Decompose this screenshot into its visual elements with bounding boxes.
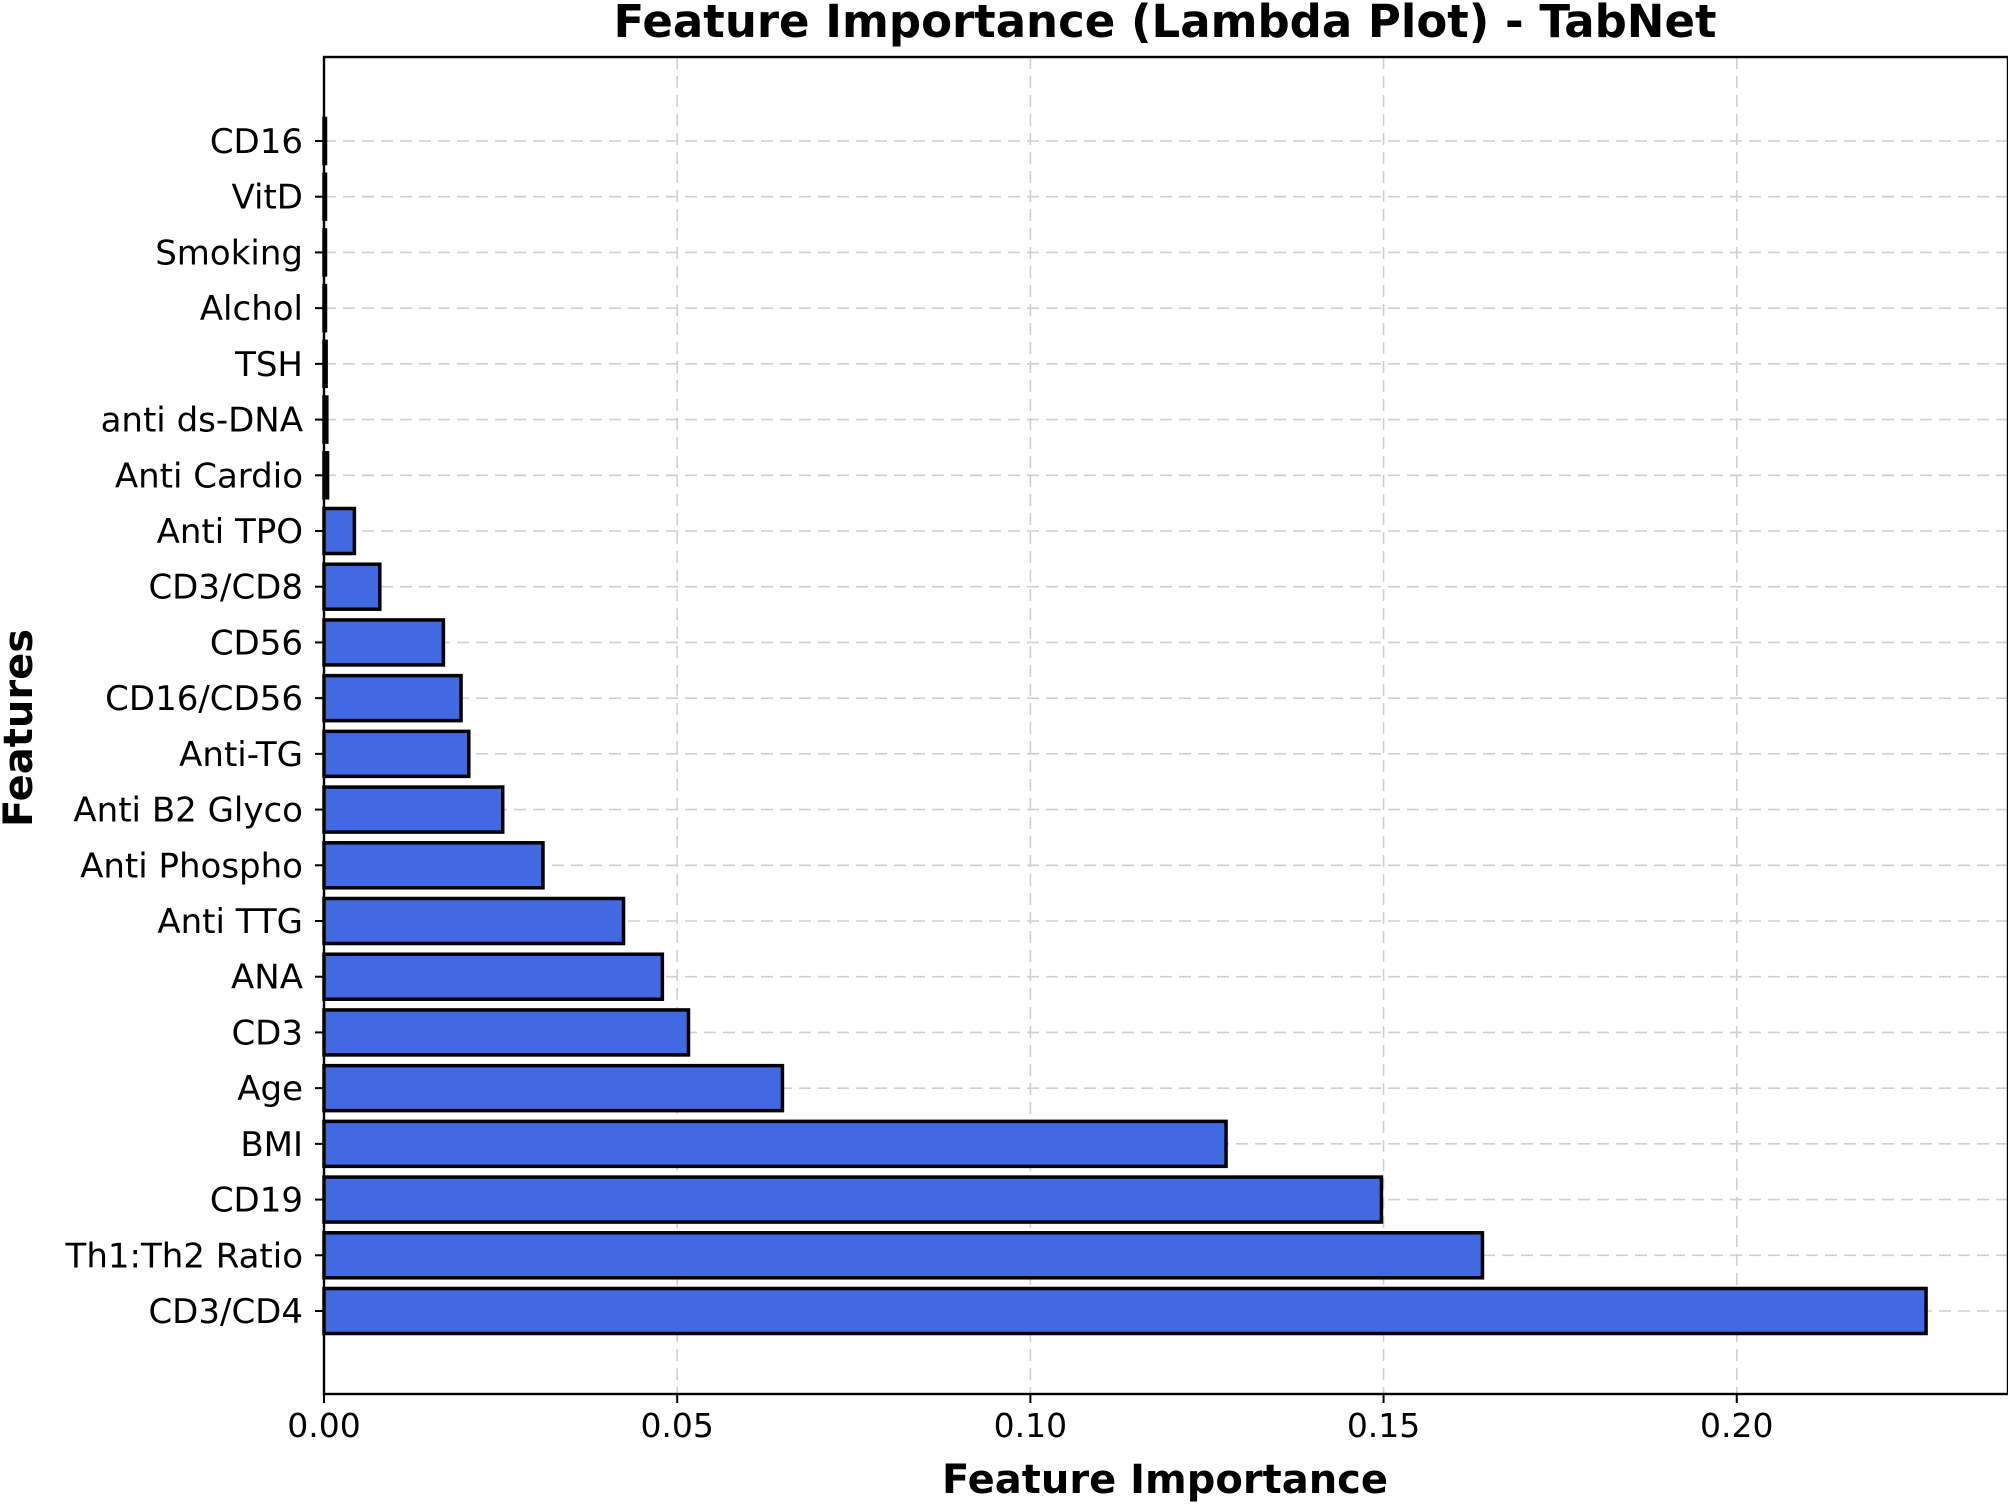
- bar-anti-b2-glyco: [322, 785, 505, 834]
- bar-anti-ttg: [322, 896, 626, 946]
- x-tick-label: 0.05: [640, 1406, 713, 1445]
- y-category-label: CD19: [210, 1181, 303, 1221]
- x-tick-label: 0.20: [1700, 1406, 1773, 1445]
- y-category-label: CD56: [210, 623, 303, 663]
- y-category-label: CD3: [231, 1013, 303, 1053]
- x-tick-label: 0.15: [1347, 1406, 1420, 1445]
- y-axis-categories: CD16 VitD Smoking Alchol TSH anti ds-DNA Anti …: [65, 122, 324, 1332]
- y-category-label: CD16: [210, 122, 303, 162]
- y-category-label: BMI: [240, 1125, 303, 1165]
- y-category-label: VitD: [232, 178, 303, 218]
- x-tick-label: 0.00: [287, 1406, 360, 1445]
- y-category-label: Anti Cardio: [115, 456, 303, 496]
- bar-cd16-cd56: [322, 673, 463, 723]
- bar-bmi: [322, 1119, 1228, 1169]
- y-category-label: Th1:Th2 Ratio: [65, 1236, 303, 1276]
- y-category-label: anti ds-DNA: [101, 401, 303, 441]
- bar-cd3-cd8: [322, 562, 382, 611]
- x-axis-ticks: 0.00 0.05 0.10 0.15 0.20: [287, 1394, 1773, 1445]
- bars: [322, 116, 1928, 1336]
- bar-cd3: [322, 1008, 691, 1057]
- y-category-label: CD3/CD8: [148, 568, 303, 608]
- y-category-label: Age: [237, 1069, 303, 1109]
- bar-anti-phospho: [322, 841, 545, 890]
- bar-anti-tg: [322, 729, 471, 779]
- x-axis-label: Feature Importance: [942, 1457, 1388, 1503]
- y-category-label: Anti B2 Glyco: [73, 791, 303, 831]
- y-category-label: Smoking: [155, 233, 303, 273]
- y-category-label: Anti TPO: [157, 512, 303, 552]
- y-category-label: CD16/CD56: [105, 679, 303, 719]
- bar-cd19: [322, 1175, 1384, 1224]
- bar-th1-th2-ratio: [322, 1231, 1485, 1280]
- bar-anti-tpo: [322, 506, 357, 556]
- bar-ana: [322, 952, 665, 1001]
- bar-cd3-cd4: [322, 1286, 1928, 1336]
- y-category-label: CD3/CD4: [148, 1292, 303, 1332]
- y-category-label: ANA: [231, 958, 303, 998]
- y-category-label: Anti Phospho: [80, 846, 303, 886]
- x-tick-label: 0.10: [994, 1406, 1067, 1445]
- y-axis-label: Features: [0, 629, 42, 827]
- y-category-label: Alchol: [200, 289, 303, 329]
- plot-area-frame: [322, 55, 2008, 1396]
- y-category-label: TSH: [234, 345, 303, 385]
- bar-cd56: [322, 618, 446, 667]
- bar-age: [322, 1063, 785, 1113]
- y-category-label: Anti TTG: [157, 902, 303, 942]
- chart-title: Feature Importance (Lambda Plot) - TabNe…: [614, 0, 1717, 48]
- y-category-label: Anti-TG: [179, 735, 303, 775]
